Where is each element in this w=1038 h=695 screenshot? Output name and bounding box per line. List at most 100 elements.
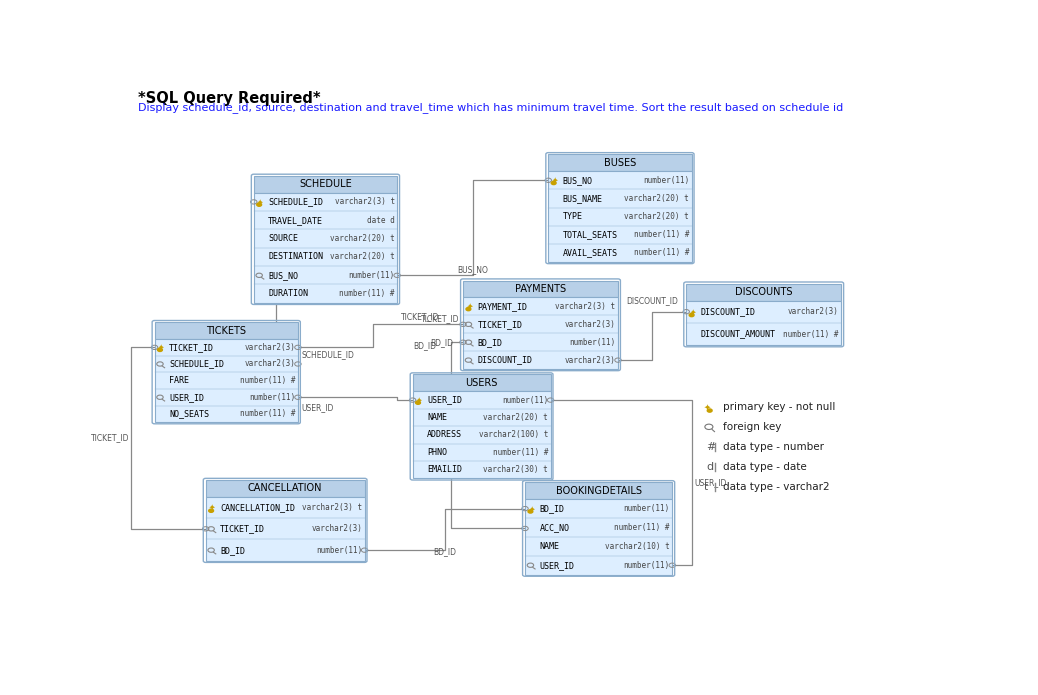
Text: SCHEDULE: SCHEDULE xyxy=(299,179,352,189)
FancyBboxPatch shape xyxy=(206,480,364,497)
Text: NAME: NAME xyxy=(540,542,559,551)
Text: CANCELLATION_ID: CANCELLATION_ID xyxy=(220,503,295,512)
Text: varchar2(3) t: varchar2(3) t xyxy=(334,197,394,206)
Text: TICKET_ID: TICKET_ID xyxy=(169,343,214,352)
Text: BUS_NO: BUS_NO xyxy=(268,271,298,280)
Text: ✦: ✦ xyxy=(209,503,215,512)
FancyBboxPatch shape xyxy=(525,499,673,575)
FancyBboxPatch shape xyxy=(155,339,298,422)
Text: ACC_NO: ACC_NO xyxy=(540,523,570,532)
Text: varchar2(3): varchar2(3) xyxy=(565,356,616,365)
Circle shape xyxy=(707,409,712,412)
Text: ✦: ✦ xyxy=(158,343,164,352)
Text: primary key - not null: primary key - not null xyxy=(723,402,836,412)
Text: FARE: FARE xyxy=(169,376,189,385)
Text: TICKET_ID: TICKET_ID xyxy=(477,320,522,329)
Text: SCHEDULE_ID: SCHEDULE_ID xyxy=(302,350,355,359)
Text: ✦: ✦ xyxy=(416,395,422,404)
Text: TICKET_ID: TICKET_ID xyxy=(402,312,440,321)
Text: DISCOUNT_ID: DISCOUNT_ID xyxy=(701,307,756,316)
Text: #: # xyxy=(707,442,716,452)
Circle shape xyxy=(209,509,214,512)
Text: varchar2(3) t: varchar2(3) t xyxy=(555,302,616,311)
Text: USER_ID: USER_ID xyxy=(694,478,727,487)
Text: t: t xyxy=(704,482,708,492)
FancyBboxPatch shape xyxy=(525,482,673,499)
Text: ✦: ✦ xyxy=(466,302,472,311)
Text: ✦: ✦ xyxy=(689,307,695,316)
Circle shape xyxy=(158,348,162,352)
Text: ✦: ✦ xyxy=(551,176,557,185)
Text: AVAIL_SEATS: AVAIL_SEATS xyxy=(563,248,618,257)
Text: d: d xyxy=(707,462,713,472)
Text: DISCOUNT_ID: DISCOUNT_ID xyxy=(626,297,678,306)
Text: ✦: ✦ xyxy=(704,402,710,411)
Text: BUS_NO: BUS_NO xyxy=(563,176,593,185)
FancyBboxPatch shape xyxy=(253,193,398,303)
Text: data type - number: data type - number xyxy=(723,442,824,452)
Text: BOOKINGDETAILS: BOOKINGDETAILS xyxy=(555,486,641,496)
FancyBboxPatch shape xyxy=(463,281,618,297)
Text: USER_ID: USER_ID xyxy=(427,395,462,404)
Text: TICKETS: TICKETS xyxy=(207,325,246,336)
Text: BD_ID: BD_ID xyxy=(477,338,502,347)
Text: NAME: NAME xyxy=(427,413,447,422)
Text: varchar2(20) t: varchar2(20) t xyxy=(330,234,394,243)
Text: varchar2(10) t: varchar2(10) t xyxy=(605,542,670,551)
Text: number(11) #: number(11) # xyxy=(614,523,670,532)
Text: TICKET_ID: TICKET_ID xyxy=(420,313,459,322)
Text: number(11): number(11) xyxy=(249,393,296,402)
Text: PHNO: PHNO xyxy=(427,448,447,457)
Circle shape xyxy=(415,401,420,404)
Text: SCHEDULE_ID: SCHEDULE_ID xyxy=(169,359,224,368)
Circle shape xyxy=(466,307,471,311)
Text: date d: date d xyxy=(367,215,394,224)
Text: TICKET_ID: TICKET_ID xyxy=(220,524,265,533)
Text: DURATION: DURATION xyxy=(268,289,308,298)
Text: varchar2(3): varchar2(3) xyxy=(788,307,839,316)
FancyBboxPatch shape xyxy=(206,497,364,561)
Text: DISCOUNT_AMOUNT: DISCOUNT_AMOUNT xyxy=(701,329,775,338)
Text: SOURCE: SOURCE xyxy=(268,234,298,243)
Text: EMAILID: EMAILID xyxy=(427,465,462,474)
Text: PAYMENT_ID: PAYMENT_ID xyxy=(477,302,527,311)
Text: number(11): number(11) xyxy=(624,561,670,570)
FancyBboxPatch shape xyxy=(413,375,550,391)
Text: USER_ID: USER_ID xyxy=(540,561,574,570)
Text: SCHEDULE_ID: SCHEDULE_ID xyxy=(268,197,323,206)
Text: number(11): number(11) xyxy=(316,546,362,555)
Text: varchar2(100) t: varchar2(100) t xyxy=(479,430,548,439)
Text: TRAVEL_DATE: TRAVEL_DATE xyxy=(268,215,323,224)
Text: *SQL Query Required*: *SQL Query Required* xyxy=(138,92,321,106)
Text: number(11) #: number(11) # xyxy=(339,289,394,298)
Text: varchar2(3) t: varchar2(3) t xyxy=(302,503,362,512)
Circle shape xyxy=(528,510,532,513)
Circle shape xyxy=(689,313,694,317)
Text: data type - varchar2: data type - varchar2 xyxy=(723,482,830,492)
Text: number(11): number(11) xyxy=(624,504,670,513)
Text: data type - date: data type - date xyxy=(723,462,808,472)
Text: Display schedule_id, source, destination and travel_time which has minimum trave: Display schedule_id, source, destination… xyxy=(138,101,843,113)
FancyBboxPatch shape xyxy=(686,284,841,300)
Text: varchar2(3): varchar2(3) xyxy=(245,359,296,368)
Text: DESTINATION: DESTINATION xyxy=(268,252,323,261)
FancyBboxPatch shape xyxy=(155,322,298,339)
FancyBboxPatch shape xyxy=(548,154,691,171)
FancyBboxPatch shape xyxy=(413,391,550,478)
Text: NO_SEATS: NO_SEATS xyxy=(169,409,209,418)
Text: DISCOUNT_ID: DISCOUNT_ID xyxy=(477,356,532,365)
Text: TOTAL_SEATS: TOTAL_SEATS xyxy=(563,230,618,239)
Text: BD_ID: BD_ID xyxy=(413,341,436,350)
Text: ✦: ✦ xyxy=(528,504,535,513)
Text: BD_ID: BD_ID xyxy=(540,504,565,513)
FancyBboxPatch shape xyxy=(548,171,691,262)
Text: varchar2(30) t: varchar2(30) t xyxy=(484,465,548,474)
Text: TICKET_ID: TICKET_ID xyxy=(91,434,130,443)
Text: number(11) #: number(11) # xyxy=(493,448,548,457)
Text: varchar2(20) t: varchar2(20) t xyxy=(330,252,394,261)
Text: varchar2(3): varchar2(3) xyxy=(565,320,616,329)
Text: varchar2(20) t: varchar2(20) t xyxy=(484,413,548,422)
Text: number(11) #: number(11) # xyxy=(634,248,689,257)
Text: BUS_NO: BUS_NO xyxy=(458,265,488,274)
Circle shape xyxy=(551,181,556,185)
